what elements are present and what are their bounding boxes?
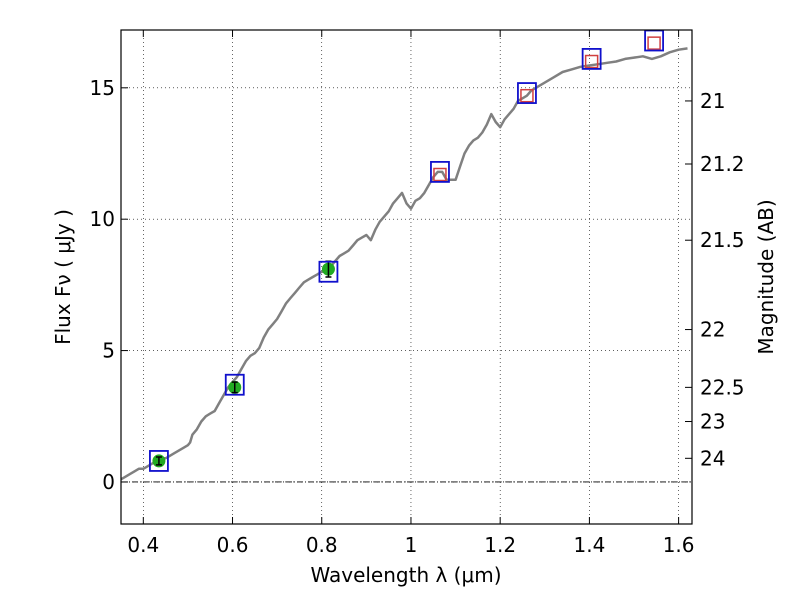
y-tick-label: 10 <box>90 207 115 231</box>
model-point <box>433 167 447 182</box>
right-tick-label: 22 <box>700 318 725 342</box>
x-tick-label: 1.6 <box>663 533 695 557</box>
filter-box <box>318 260 339 283</box>
x-tick-label: 1.4 <box>573 533 605 557</box>
filter-box <box>149 450 169 472</box>
x-tick-label: 0.8 <box>306 533 338 557</box>
right-tick-label: 22.5 <box>700 375 745 399</box>
filter-box <box>430 160 450 183</box>
data-points <box>149 29 664 472</box>
model-point <box>584 54 599 69</box>
axis-ticks: 0.4 0.6 0.8 1 1.2 1.4 1.6 0 5 10 15 21 21.2 21.5 22 22.… <box>90 30 745 557</box>
y-tick-label: 5 <box>102 339 115 363</box>
filter-box <box>581 48 602 70</box>
model-point <box>520 88 534 103</box>
model-spectrum-line <box>120 47 688 481</box>
y-tick-label: 0 <box>102 470 115 494</box>
x-tick-label: 1 <box>405 533 418 557</box>
filter-box <box>224 373 245 396</box>
x-tick-label: 0.4 <box>127 533 159 557</box>
y-tick-label: 15 <box>90 76 115 100</box>
x-axis-label: Wavelength λ (μm) <box>310 563 501 587</box>
x-tick-label: 0.6 <box>217 533 249 557</box>
right-tick-label: 21.2 <box>700 152 745 176</box>
x-tick-label: 1.2 <box>484 533 516 557</box>
plot-area <box>121 30 692 524</box>
right-tick-label: 21.5 <box>700 228 745 252</box>
plot-frame <box>120 29 693 525</box>
right-tick-label: 23 <box>700 410 725 434</box>
right-tick-label: 24 <box>700 446 725 470</box>
right-tick-label: 21 <box>700 89 725 113</box>
right-axis-label: Magnitude (AB) <box>754 199 778 354</box>
filter-box <box>517 82 537 104</box>
y-axis-label: Flux Fν ( μJy ) <box>51 209 75 345</box>
model-point <box>647 36 661 50</box>
